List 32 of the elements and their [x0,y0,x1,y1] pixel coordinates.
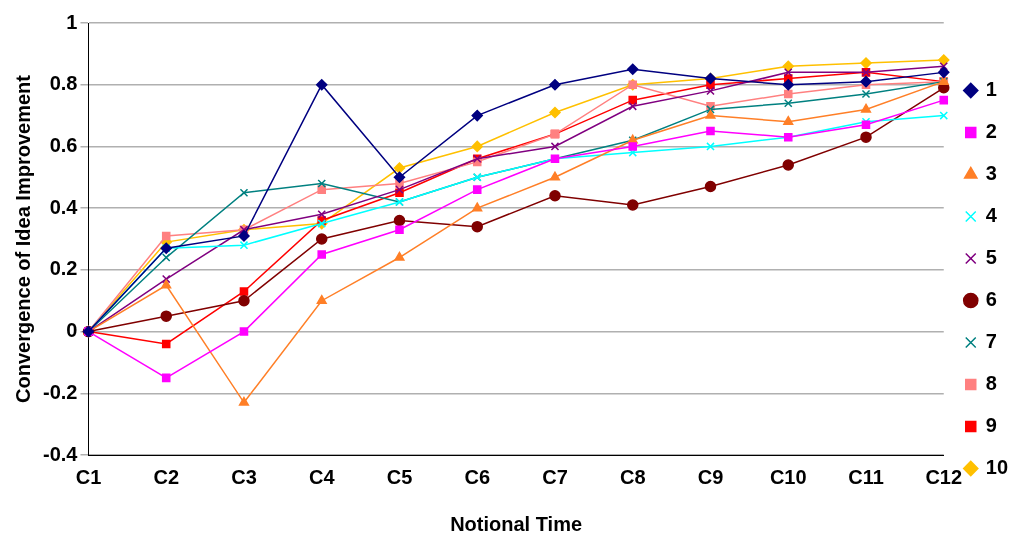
x-tick-label: C11 [848,465,884,488]
y-tick-label: 0.8 [49,72,78,95]
x-tick-label: C8 [619,465,646,488]
x-tick-label: C6 [464,465,491,488]
x-tick-label: C4 [308,465,336,488]
y-tick-label: 0 [66,319,78,342]
x-tick-label: C3 [231,465,257,488]
x-tick-label: C12 [925,465,963,488]
legend-label: 2 [985,120,997,143]
legend-label: 1 [985,78,997,101]
x-axis-title: Notional Time [450,512,583,535]
x-tick-label: C2 [153,465,180,488]
legend-label: 9 [985,414,997,437]
y-axis-title: Convergence of Idea Improvement [11,74,34,403]
y-tick-label: 1 [66,10,78,33]
x-tick-label: C9 [697,465,724,488]
y-tick-label: 0.2 [49,257,78,280]
x-tick-label: C5 [386,465,413,488]
y-tick-label: 0.6 [49,133,78,156]
y-tick-label: -0.2 [42,380,78,403]
x-tick-label: C1 [75,465,102,488]
legend-label: 4 [985,204,998,227]
legend-label: 10 [985,456,1008,479]
legend-label: 3 [985,162,997,185]
legend-label: 8 [985,372,997,395]
x-tick-label: C10 [769,465,807,488]
y-tick-label: 0.4 [49,195,79,218]
y-tick-label: -0.4 [42,442,79,465]
x-tick-label: C7 [542,465,568,488]
legend-label: 6 [985,288,997,311]
legend-label: 7 [985,330,997,353]
legend-label: 5 [985,246,997,269]
